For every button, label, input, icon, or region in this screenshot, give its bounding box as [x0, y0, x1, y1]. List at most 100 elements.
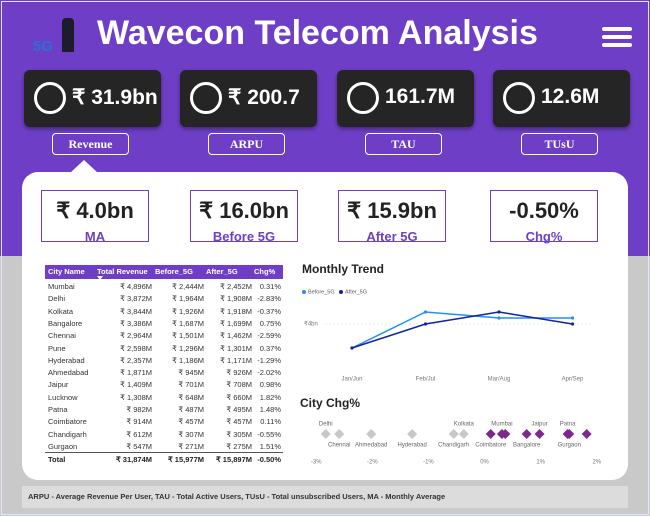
table-cell: ₹ 307M	[178, 429, 204, 439]
table-cell: ₹ 305M	[226, 429, 252, 439]
table-cell: ₹ 1,687M	[172, 318, 204, 328]
table-cell: ₹ 648M	[178, 392, 204, 402]
x-tick-label: 0%	[480, 460, 489, 466]
table-cell: 0.31%	[259, 282, 281, 291]
x-tick-label: Feb/Jul	[416, 377, 436, 383]
table-cell: ₹ 495M	[226, 405, 252, 414]
table-header: Chg%	[254, 267, 276, 276]
menu-bar[interactable]	[602, 35, 632, 39]
line-series	[351, 311, 573, 349]
x-tick-label: Mar/Aug	[488, 377, 511, 383]
menu-bar[interactable]	[602, 43, 632, 47]
point-label: Bangalore	[513, 443, 541, 449]
kpi-button[interactable]: TAU	[365, 133, 442, 155]
table-cell: -2.59%	[257, 331, 281, 341]
chart-title: Monthly Trend	[302, 262, 384, 276]
point	[458, 429, 469, 439]
table-cell: -2.83%	[257, 294, 281, 304]
table-cell: ₹ 2,452M	[220, 282, 252, 291]
kpi-icon	[503, 82, 535, 114]
table-header: After_5G	[206, 267, 238, 276]
table-cell: ₹ 945M	[178, 368, 204, 378]
point	[497, 310, 501, 314]
point	[581, 429, 592, 439]
x-tick-label: -2%	[367, 460, 378, 466]
legend-marker	[339, 290, 343, 294]
table-total: -0.50%	[257, 455, 281, 464]
point	[485, 429, 496, 439]
kpi-value: ₹ 31.9bn	[72, 86, 158, 109]
table-cell: 1.48%	[259, 405, 281, 414]
x-tick-label: 2%	[592, 460, 601, 466]
legend-label: Before_5G	[308, 289, 335, 295]
legend-label: After_5G	[345, 289, 367, 295]
point	[366, 429, 377, 439]
table-cell: ₹ 3,872M	[120, 294, 152, 304]
x-tick-label: 1%	[536, 460, 545, 466]
table-cell: ₹ 3,386M	[120, 318, 152, 328]
table-header: Total Revenue	[97, 267, 148, 276]
point-label: Jaipur	[531, 422, 547, 428]
table-cell: ₹ 1,186M	[172, 355, 204, 365]
summary-box	[338, 190, 446, 242]
point-label: Chennai	[328, 443, 350, 449]
table-total: ₹ 31,874M	[115, 455, 152, 464]
table-cell: ₹ 1,409M	[120, 380, 152, 390]
point	[564, 429, 575, 439]
summary-label: Before 5G	[212, 229, 276, 244]
table-cell: ₹ 660M	[226, 392, 252, 402]
kpi-card: 161.7M	[337, 70, 474, 127]
point-label: Patna	[560, 422, 576, 428]
table-cell: Kolkata	[48, 306, 74, 316]
legend-marker	[302, 290, 306, 294]
table-cell: ₹ 1,501M	[172, 331, 204, 341]
table-cell: 0.11%	[260, 417, 281, 427]
table-header-bg	[45, 265, 283, 279]
table-cell: ₹ 271M	[178, 441, 204, 451]
kpi-icon	[34, 82, 66, 114]
table-cell: Mumbai	[48, 282, 75, 291]
kpi-card: 12.6M	[493, 70, 630, 127]
table-cell: ₹ 1,918M	[220, 306, 252, 316]
summary-label: After 5G	[366, 229, 418, 244]
point	[570, 316, 575, 320]
table-header: Before_5G	[155, 267, 193, 276]
kpi-value: ₹ 200.7	[228, 86, 300, 109]
table-cell: ₹ 1,699M	[220, 318, 252, 328]
kpi-button[interactable]: TUsU	[521, 133, 598, 155]
point	[423, 310, 428, 314]
point	[334, 429, 345, 439]
point-label: Gurgaon	[558, 443, 581, 449]
menu-bar[interactable]	[602, 27, 632, 31]
table-cell: Bangalore	[48, 318, 83, 328]
table-cell: ₹ 1,171M	[220, 355, 252, 365]
table-cell: ₹ 1,462M	[220, 331, 252, 341]
point	[423, 322, 428, 326]
point-label: Kolkata	[454, 422, 475, 428]
point-label: Hyderabad	[397, 443, 426, 449]
table-cell: ₹ 1,908M	[220, 294, 252, 304]
point	[500, 429, 511, 439]
point-label: Delhi	[319, 422, 333, 428]
table-cell: ₹ 1,308M	[120, 392, 152, 402]
table-cell: Pune	[48, 343, 66, 353]
table-cell: 0.98%	[259, 380, 281, 390]
kpi-button[interactable]: Revenue	[52, 133, 129, 155]
table-cell: -0.37%	[257, 306, 281, 316]
summary-box	[190, 190, 298, 242]
kpi-card: ₹ 31.9bn	[24, 70, 161, 127]
summary-value: ₹ 15.9bn	[347, 198, 437, 223]
footer-strip	[22, 486, 628, 508]
table-cell: ₹ 982M	[126, 405, 152, 414]
table-cell: ₹ 275M	[226, 441, 252, 451]
summary-label: MA	[84, 229, 106, 244]
point	[407, 429, 418, 439]
table-cell: ₹ 457M	[226, 417, 252, 427]
table-cell: ₹ 1,871M	[120, 368, 152, 378]
point-label: Ahmedabad	[355, 443, 387, 449]
kpi-button[interactable]: ARPU	[208, 133, 285, 155]
point	[497, 316, 501, 320]
